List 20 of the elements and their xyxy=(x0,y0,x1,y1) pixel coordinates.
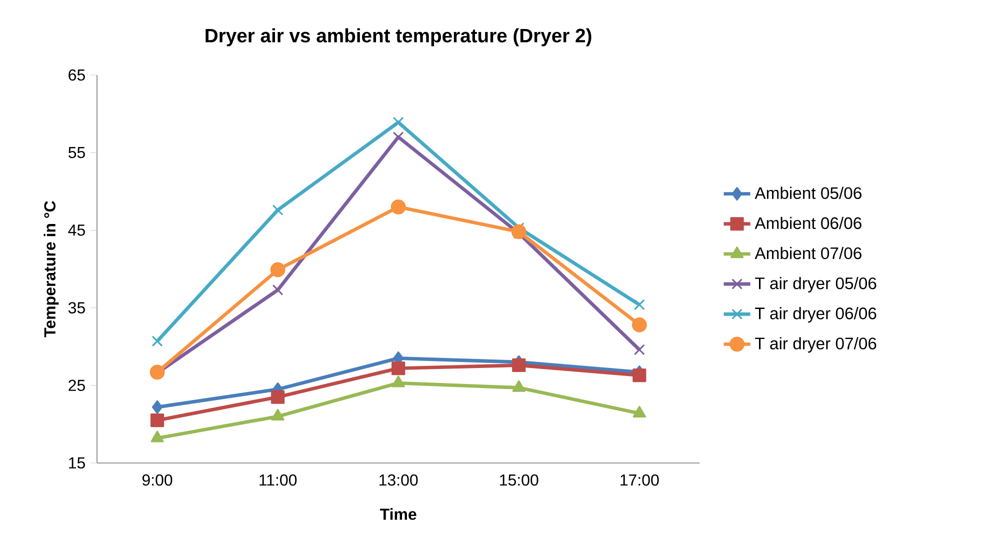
legend-label: T air dryer 07/06 xyxy=(755,337,876,353)
y-tick-label: 25 xyxy=(68,380,85,392)
x-axis-title: Time xyxy=(380,508,416,520)
legend-label: Ambient 05/06 xyxy=(754,186,862,200)
legend-label: T air dryer 06/06 xyxy=(755,307,876,323)
y-tick-label: 65 xyxy=(68,69,85,81)
y-tick-label: 45 xyxy=(68,224,85,236)
y-tick-label: 55 xyxy=(68,147,85,158)
y-tick-label: 15 xyxy=(69,457,85,469)
x-tick-label: 17:00 xyxy=(620,474,659,486)
x-tick-label: 15:00 xyxy=(500,474,538,486)
x-tick-label: 9:00 xyxy=(142,474,172,486)
legend-label: Ambient 06/06 xyxy=(754,216,862,230)
legend-label: T air dryer 05/06 xyxy=(755,276,876,293)
legend-label: Ambient 07/06 xyxy=(754,246,862,260)
y-tick-label: 35 xyxy=(68,302,85,314)
y-axis-title: Temperature in °C xyxy=(44,201,59,338)
x-tick-label: 11:00 xyxy=(260,474,297,486)
chart-title: Dryer air vs ambient temperature (Dryer 2) xyxy=(206,28,592,46)
x-tick-label: 13:00 xyxy=(380,474,418,486)
